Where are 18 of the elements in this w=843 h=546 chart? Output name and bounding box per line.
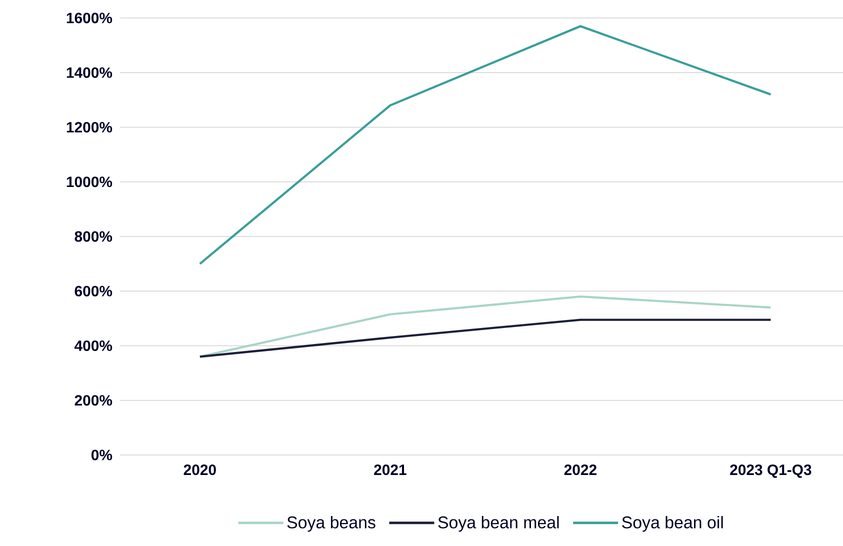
line-series [198, 295, 772, 358]
legend-label: Soya bean oil [622, 516, 723, 532]
x-tick-label: 2020 [184, 464, 216, 476]
y-tick-label: 800% [74, 231, 112, 242]
x-tick-label: 2021 [374, 464, 406, 476]
y-tick-label: 1000% [66, 176, 112, 188]
x-tick-label: 2023 Q1-Q3 [730, 464, 812, 478]
legend-label: Soya beans [287, 516, 376, 532]
y-tick-label: 1200% [66, 122, 112, 133]
y-tick-label: 200% [74, 395, 112, 406]
y-tick-label: 0% [91, 450, 112, 460]
legend-label: Soya bean meal [438, 516, 559, 532]
y-tick-label: 1400% [66, 67, 112, 78]
x-tick-label: 2022 [564, 464, 596, 476]
y-tick-label: 1600% [66, 12, 112, 24]
line-series [198, 25, 772, 265]
y-tick-label: 600% [74, 286, 112, 296]
y-tick-label: 400% [74, 340, 112, 352]
